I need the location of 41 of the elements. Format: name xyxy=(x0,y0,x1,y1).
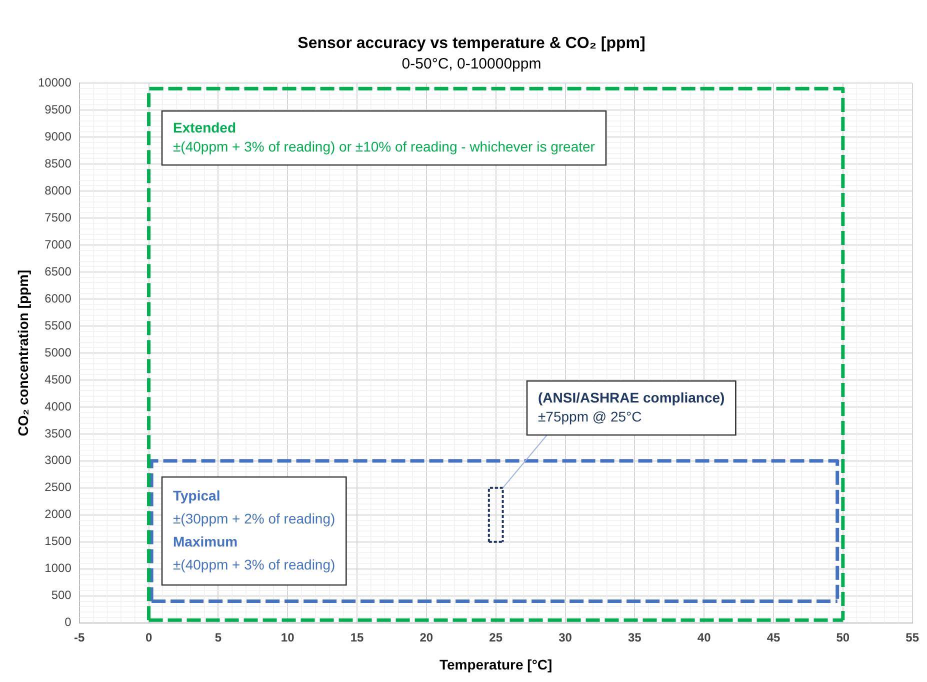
x-tick-label: 30 xyxy=(558,630,572,644)
x-tick-label: 45 xyxy=(766,630,780,644)
y-tick-label: 7500 xyxy=(44,210,72,224)
x-tick-label: 55 xyxy=(906,630,920,644)
x-tick-label: 20 xyxy=(420,630,434,644)
y-tick-label: 8500 xyxy=(44,156,72,170)
y-tick-label: 8000 xyxy=(44,183,72,198)
y-tick-label: 500 xyxy=(51,588,72,602)
y-tick-label: 5500 xyxy=(44,318,72,332)
chart-title: Sensor accuracy vs temperature & CO₂ [ppm] xyxy=(298,35,646,52)
annotation: (ANSI/ASHRAE compliance) ±75ppm @ 25°C xyxy=(538,389,725,424)
y-tick-label: 10000 xyxy=(38,76,72,90)
y-tick-label: 9500 xyxy=(44,102,72,116)
x-tick-label: 50 xyxy=(836,630,850,644)
y-tick-label: 4500 xyxy=(44,372,72,386)
y-tick-label: 0 xyxy=(64,615,72,630)
annotation: Typical ±(30ppm + 2% of reading) Maximum ±(40ppm + 3% of reading) xyxy=(173,487,336,572)
y-tick-label: 6000 xyxy=(44,291,72,306)
x-tick-label: 25 xyxy=(489,630,503,644)
chart-subtitle: 0-50°C, 0-10000ppm xyxy=(402,55,542,72)
x-tick-label: 0 xyxy=(145,630,152,644)
y-tick-label: 9000 xyxy=(44,129,72,144)
y-tick-label: 3000 xyxy=(44,453,72,468)
y-tick-label: 1500 xyxy=(44,534,72,548)
y-tick-label: 7000 xyxy=(44,237,72,252)
y-axis-title: CO₂ concentration [ppm] xyxy=(14,270,31,436)
x-tick-label: -5 xyxy=(74,630,86,644)
y-tick-label: 6500 xyxy=(44,264,72,278)
y-tick-label: 2000 xyxy=(44,507,72,522)
y-tick-label: 5000 xyxy=(44,345,72,360)
x-tick-label: 15 xyxy=(350,630,364,644)
x-tick-label: 5 xyxy=(214,630,222,644)
y-tick-label: 3500 xyxy=(44,426,72,440)
x-tick-label: 40 xyxy=(697,630,712,644)
y-tick-label: 2500 xyxy=(44,480,72,494)
x-tick-label: 35 xyxy=(628,630,642,644)
x-tick-label: 10 xyxy=(280,630,295,644)
x-axis-title: Temperature [°C] xyxy=(439,656,552,672)
y-tick-label: 4000 xyxy=(44,399,72,414)
annotation: Extended ±(40ppm + 3% of reading) or ±10% of reading - whichever is greater xyxy=(173,119,596,154)
y-tick-label: 1000 xyxy=(44,561,72,576)
